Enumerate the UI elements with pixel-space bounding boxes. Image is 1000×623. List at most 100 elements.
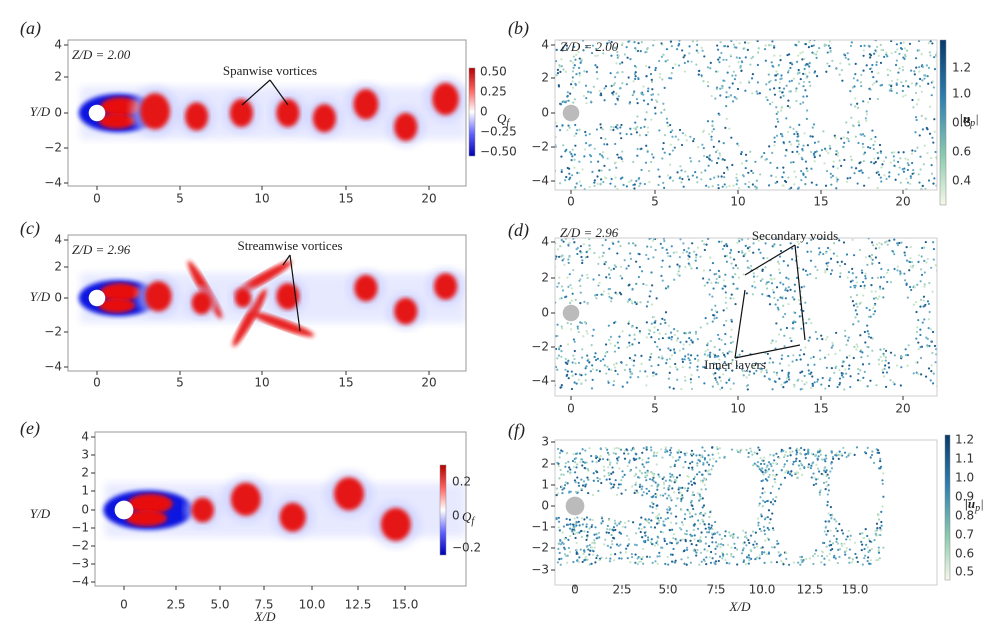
particle <box>741 552 743 554</box>
particle <box>640 355 642 357</box>
particle <box>775 106 777 108</box>
particle <box>883 368 885 370</box>
particle <box>573 167 575 169</box>
particle <box>785 181 787 183</box>
particle <box>726 553 728 555</box>
particle <box>688 36 690 38</box>
particle <box>898 242 900 244</box>
particle <box>747 384 749 386</box>
particle <box>614 345 616 347</box>
particle <box>568 491 570 493</box>
particle <box>588 244 590 246</box>
particle <box>728 96 730 98</box>
particle <box>931 291 933 293</box>
y-tick-label: −2 <box>44 141 62 155</box>
particle <box>723 245 725 247</box>
cylinder <box>566 497 585 516</box>
particle <box>927 83 929 85</box>
particle <box>902 90 904 92</box>
particle <box>671 560 673 562</box>
particle <box>835 187 837 189</box>
particle <box>690 381 692 383</box>
particle <box>779 244 781 246</box>
particle <box>899 157 901 159</box>
particle <box>945 273 947 275</box>
particle <box>766 500 768 502</box>
panel-label: (e) <box>20 418 40 439</box>
particle <box>900 81 902 83</box>
particle <box>738 187 740 189</box>
particle <box>578 129 580 131</box>
particle <box>925 337 927 339</box>
particle <box>688 247 690 249</box>
particle <box>871 337 873 339</box>
particle <box>662 182 664 184</box>
particle <box>902 85 904 87</box>
particle <box>589 527 591 529</box>
particle <box>836 530 838 532</box>
particle <box>711 120 713 122</box>
particle <box>941 242 943 244</box>
particle <box>665 362 667 364</box>
particle <box>768 553 770 555</box>
particle <box>826 555 828 557</box>
particle <box>950 50 952 52</box>
particle <box>880 356 882 358</box>
particle <box>618 156 620 158</box>
particle <box>915 338 917 340</box>
particle <box>601 154 603 156</box>
particle <box>829 47 831 49</box>
particle <box>700 74 702 76</box>
particle <box>651 303 653 305</box>
particle <box>634 562 636 564</box>
particle <box>857 182 859 184</box>
particle <box>739 451 741 453</box>
particle <box>725 320 727 322</box>
particle <box>656 555 658 557</box>
particle <box>584 321 586 323</box>
particle <box>736 563 738 565</box>
particle <box>596 461 598 463</box>
particle <box>924 283 926 285</box>
particle <box>598 170 600 172</box>
particle <box>871 71 873 73</box>
particle <box>569 127 571 129</box>
particle <box>817 468 819 470</box>
particle <box>943 372 945 374</box>
particle <box>835 527 837 529</box>
particle <box>752 293 754 295</box>
particle <box>710 62 712 64</box>
particle <box>581 259 583 261</box>
particle <box>560 58 562 60</box>
particle <box>608 519 610 521</box>
particle <box>669 153 671 155</box>
particle <box>556 357 558 359</box>
particle <box>687 487 689 489</box>
particle <box>778 555 780 557</box>
particle <box>742 542 744 544</box>
particle <box>653 455 655 457</box>
particle <box>706 282 708 284</box>
particle <box>581 488 583 490</box>
particle <box>900 366 902 368</box>
particle <box>939 339 941 341</box>
particle <box>598 532 600 534</box>
particle <box>643 447 645 449</box>
particle <box>900 42 902 44</box>
y-tick-label: 2 <box>54 260 62 274</box>
particle <box>712 385 714 387</box>
particle <box>793 386 795 388</box>
particle <box>691 484 693 486</box>
particle <box>673 252 675 254</box>
particle <box>830 184 832 186</box>
particle <box>734 547 736 549</box>
particle <box>791 450 793 452</box>
particle <box>591 387 593 389</box>
particle <box>818 455 820 457</box>
particle <box>647 258 649 260</box>
particle <box>606 479 608 481</box>
particle <box>615 167 617 169</box>
particle <box>677 139 679 141</box>
particle <box>618 347 620 349</box>
particle <box>662 478 664 480</box>
